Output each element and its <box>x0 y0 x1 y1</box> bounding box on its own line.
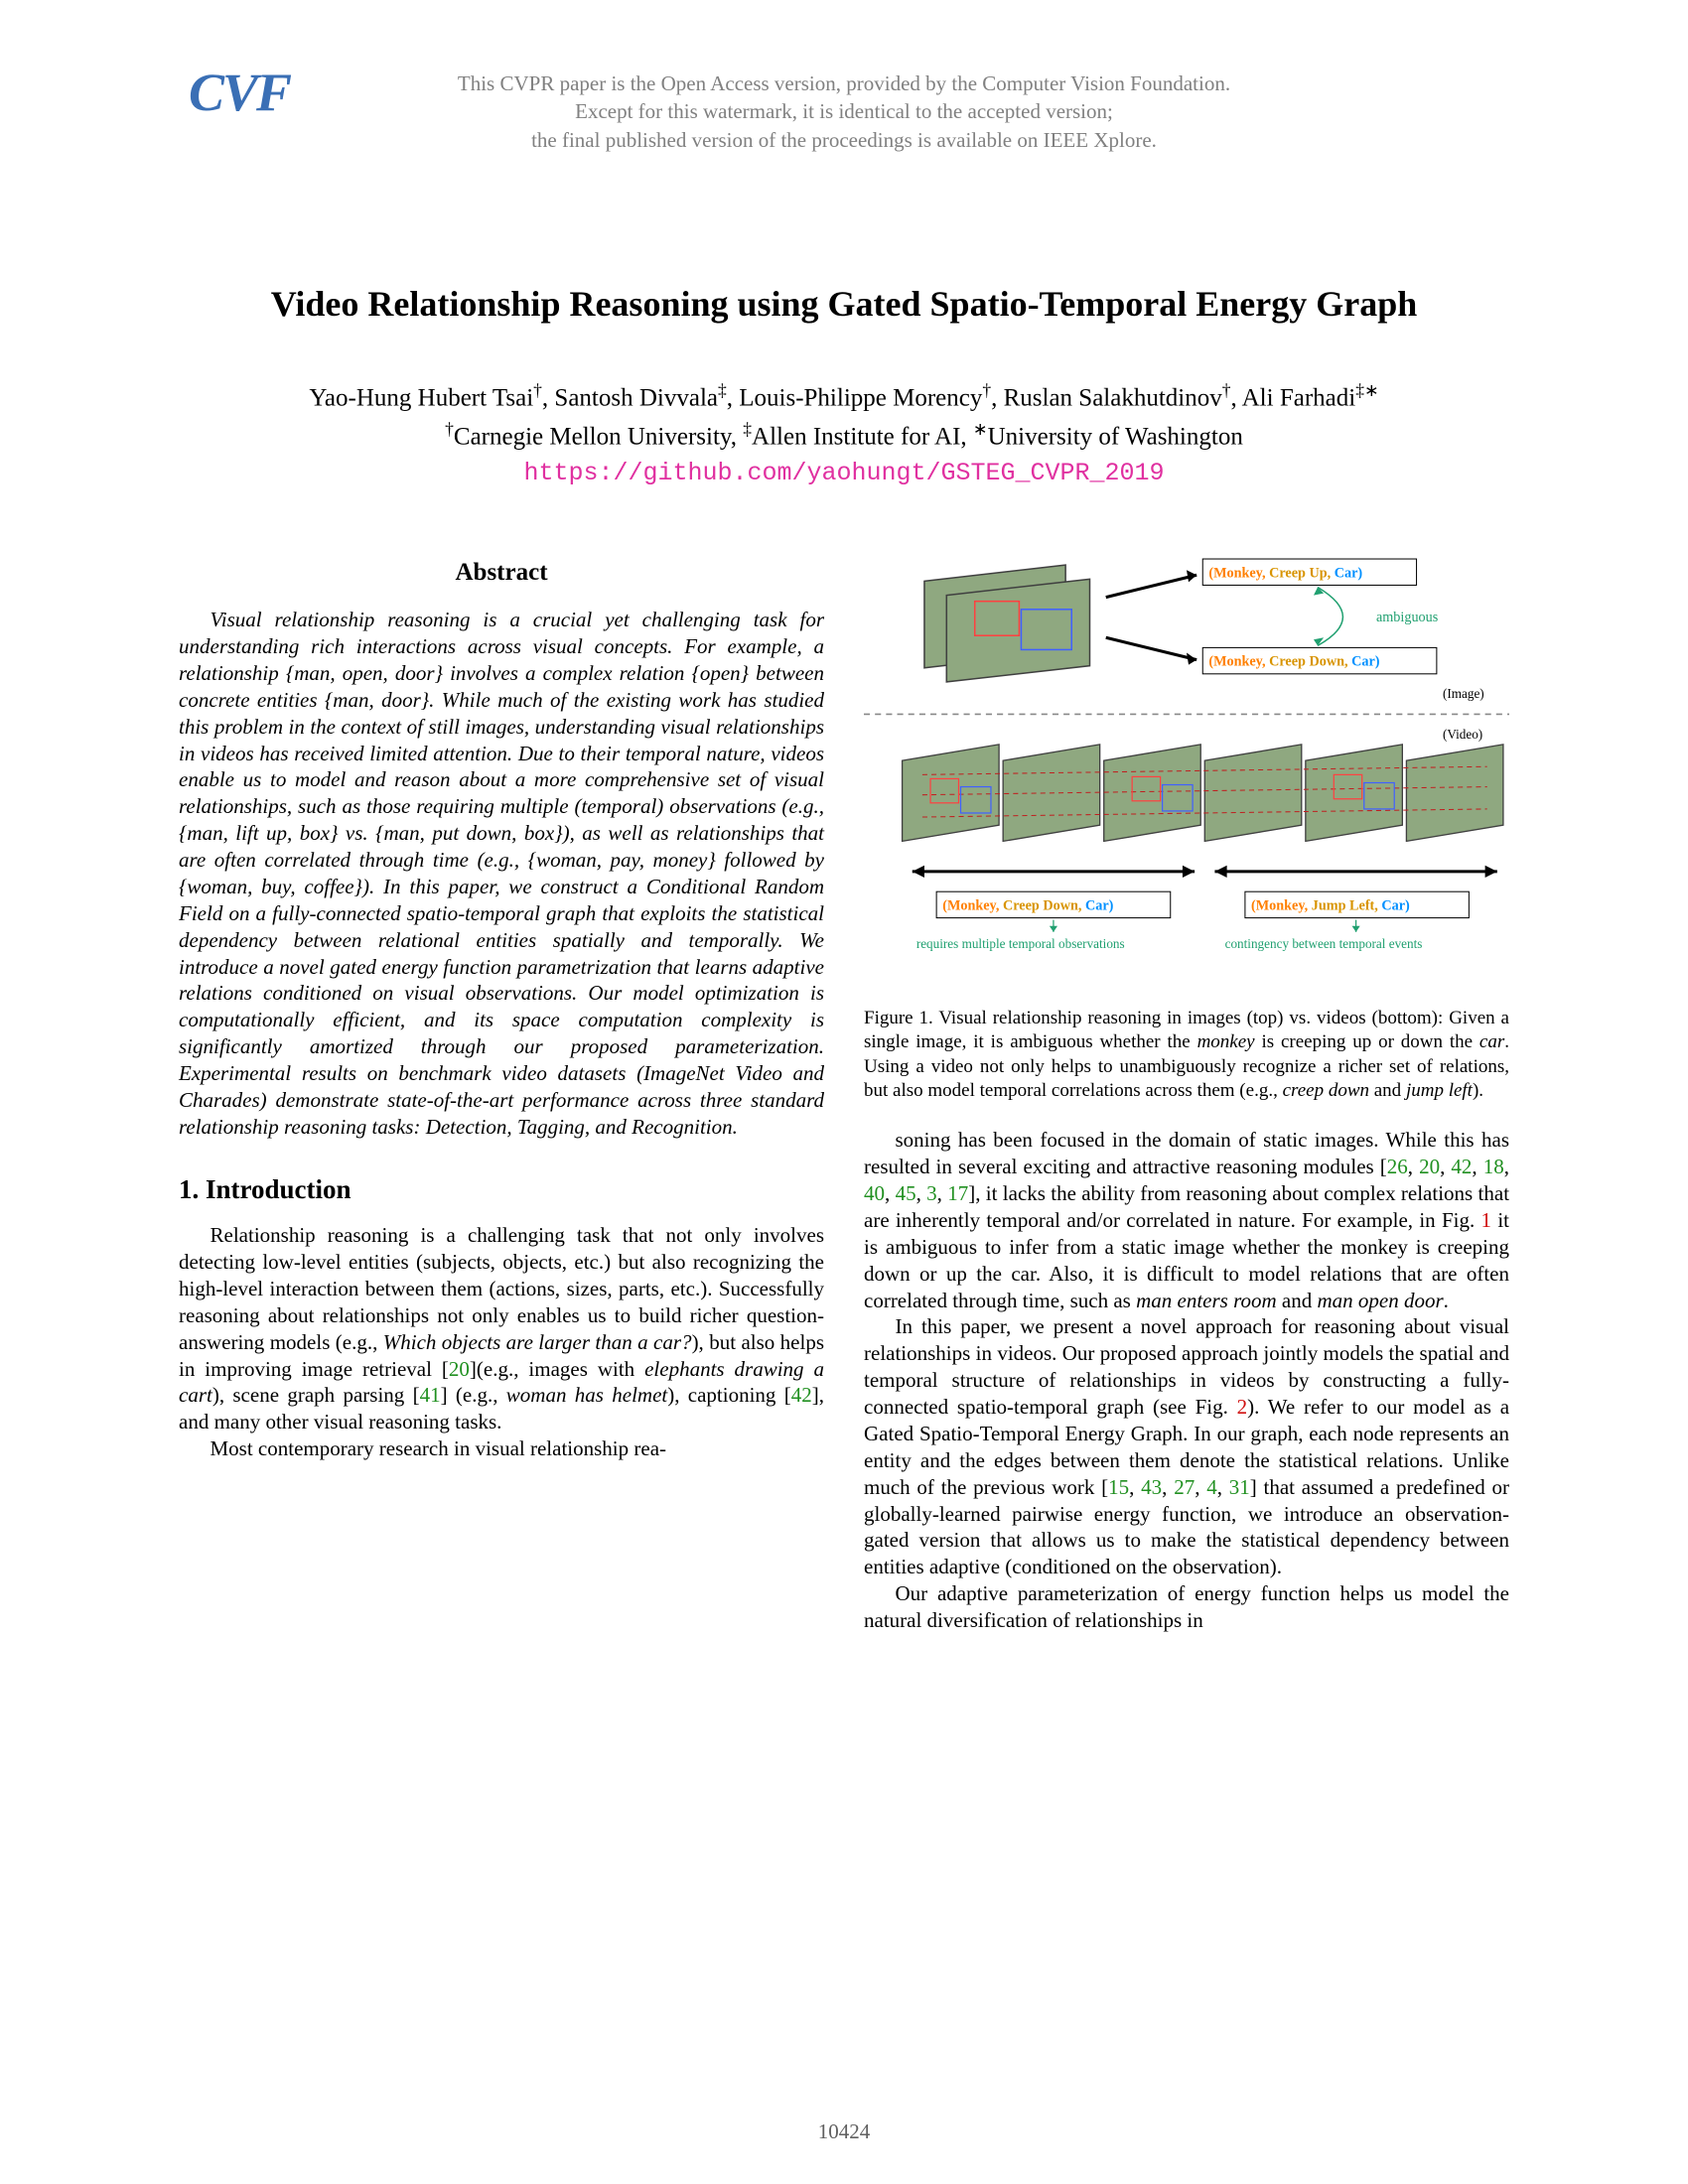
left-column: Abstract Visual relationship reasoning i… <box>179 557 824 1634</box>
svg-text:contingency between temporal e: contingency between temporal events <box>1225 936 1423 951</box>
abstract-text: Visual relationship reasoning is a cruci… <box>179 607 824 1141</box>
authors: Yao-Hung Hubert Tsai†, Santosh Divvala‡,… <box>179 378 1509 417</box>
cvf-logo: CVF <box>189 62 290 123</box>
paper-page: CVF This CVPR paper is the Open Access v… <box>0 0 1688 1674</box>
two-column-body: Abstract Visual relationship reasoning i… <box>179 557 1509 1634</box>
figure-1-caption: Figure 1. Visual relationship reasoning … <box>864 1007 1509 1103</box>
svg-text:(Image): (Image) <box>1443 686 1484 701</box>
svg-text:(Monkey, Creep Down, Car): (Monkey, Creep Down, Car) <box>942 898 1113 914</box>
svg-text:(Monkey, Creep Up, Car): (Monkey, Creep Up, Car) <box>1208 566 1362 582</box>
section-heading: 1. Introduction <box>179 1172 824 1207</box>
watermark-line: Except for this watermark, it is identic… <box>179 97 1509 125</box>
figure-1-svg: (Monkey, Creep Up, Car) (Monkey, Creep D… <box>864 557 1509 1001</box>
ambiguous-label: ambiguous <box>1376 610 1439 625</box>
watermark: This CVPR paper is the Open Access versi… <box>179 69 1509 154</box>
watermark-line: the final published version of the proce… <box>179 126 1509 154</box>
watermark-line: This CVPR paper is the Open Access versi… <box>179 69 1509 97</box>
paper-title: Video Relationship Reasoning using Gated… <box>179 283 1509 325</box>
svg-text:(Monkey, Jump Left, Car): (Monkey, Jump Left, Car) <box>1251 898 1410 914</box>
body-paragraph: Our adaptive parameterization of energy … <box>864 1580 1509 1634</box>
intro-paragraph: Relationship reasoning is a challenging … <box>179 1222 824 1435</box>
intro-paragraph: Most contemporary research in visual rel… <box>179 1435 824 1462</box>
body-paragraph: In this paper, we present a novel approa… <box>864 1313 1509 1580</box>
figure-1: (Monkey, Creep Up, Car) (Monkey, Creep D… <box>864 557 1509 1001</box>
page-number: 10424 <box>0 2119 1688 2144</box>
svg-text:(Monkey, Creep Down, Car): (Monkey, Creep Down, Car) <box>1208 654 1379 670</box>
affiliations: †Carnegie Mellon University, ‡Allen Inst… <box>179 417 1509 456</box>
right-column: (Monkey, Creep Up, Car) (Monkey, Creep D… <box>864 557 1509 1634</box>
svg-text:requires multiple temporal obs: requires multiple temporal observations <box>916 936 1125 951</box>
svg-text:(Video): (Video) <box>1443 727 1482 742</box>
code-url[interactable]: https://github.com/yaohungt/GSTEG_CVPR_2… <box>179 459 1509 487</box>
body-paragraph: soning has been focused in the domain of… <box>864 1127 1509 1313</box>
abstract-heading: Abstract <box>179 557 824 589</box>
